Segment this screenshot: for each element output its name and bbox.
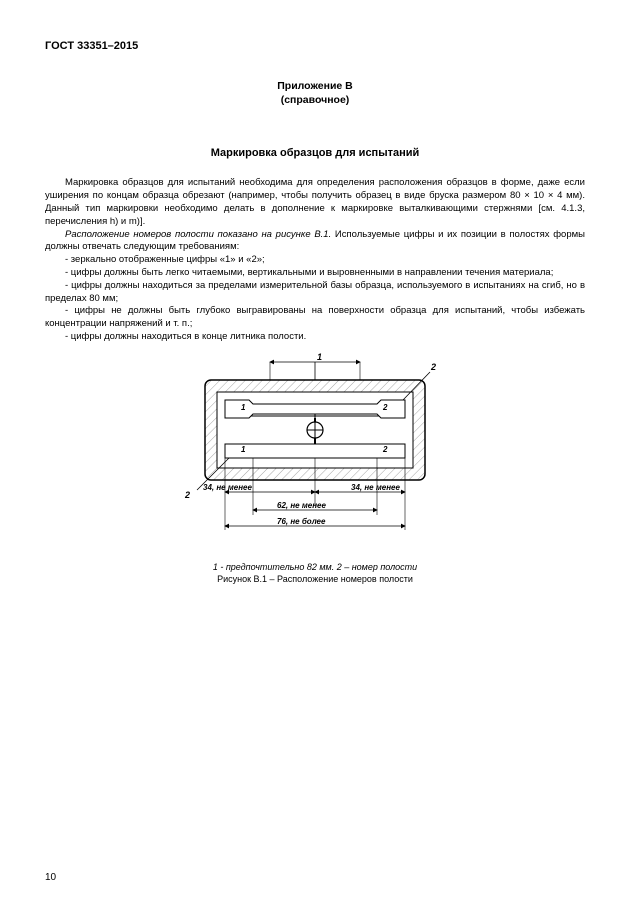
dim-34-left: 34, не менее — [203, 483, 252, 492]
paragraph-2: Расположение номеров полости показано на… — [45, 229, 585, 255]
bullet-5: - цифры должны находиться в конце литник… — [45, 331, 585, 344]
figure-wrap: 1 2 1 2 1 2 2 34, не менее — [45, 350, 585, 584]
dim-34-right: 34, не менее — [351, 483, 400, 492]
appendix-block: Приложение В (справочное) — [45, 80, 585, 107]
figure-caption: Рисунок В.1 – Расположение номеров полос… — [45, 574, 585, 584]
dim-76: 76, не более — [277, 517, 326, 526]
page: ГОСТ 33351–2015 Приложение В (справочное… — [0, 0, 630, 913]
bullet-2: - цифры должны быть легко читаемыми, вер… — [45, 267, 585, 280]
paragraph-1: Маркировка образцов для испытаний необхо… — [45, 177, 585, 228]
section-title: Маркировка образцов для испытаний — [45, 147, 585, 159]
appendix-line1: Приложение В — [45, 80, 585, 94]
svg-text:2: 2 — [382, 445, 388, 454]
appendix-line2: (справочное) — [45, 94, 585, 108]
svg-text:1: 1 — [241, 403, 246, 412]
bullet-4: - цифры не должны быть глубоко выгравиро… — [45, 305, 585, 331]
bullet-1: - зеркально отображенные цифры «1» и «2»… — [45, 254, 585, 267]
fig-label-2: 2 — [430, 362, 436, 372]
doc-header: ГОСТ 33351–2015 — [45, 40, 585, 52]
svg-text:2: 2 — [382, 403, 388, 412]
body-text: Маркировка образцов для испытаний необхо… — [45, 177, 585, 344]
fig-label-1: 1 — [317, 352, 322, 362]
p2-italic: Расположение номеров полости показано на… — [65, 229, 331, 240]
dim-62: 62, не менее — [277, 501, 326, 510]
figure-svg: 1 2 1 2 1 2 2 34, не менее — [165, 350, 465, 555]
svg-text:1: 1 — [241, 445, 246, 454]
figure-legend: 1 - предпочтительно 82 мм. 2 – номер пол… — [45, 562, 585, 572]
page-number: 10 — [45, 872, 56, 883]
bullet-3: - цифры должны находиться за пределами и… — [45, 280, 585, 306]
figure-legend-italic: 1 - предпочтительно 82 мм. 2 – номер пол… — [213, 562, 417, 572]
fig-label-2-left: 2 — [184, 490, 190, 500]
